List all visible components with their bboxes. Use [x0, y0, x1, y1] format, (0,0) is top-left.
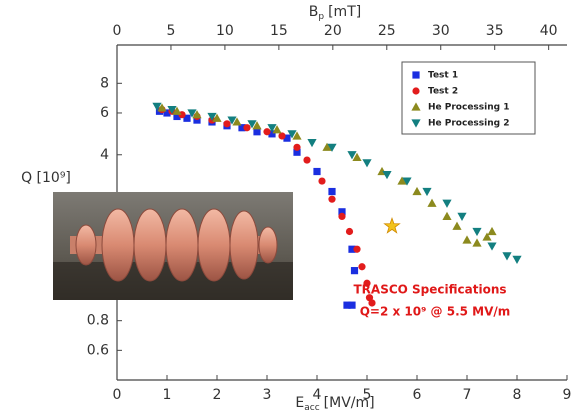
data-point: [351, 267, 358, 274]
y-axis-label: Q [10⁹]: [21, 170, 71, 186]
data-point: [318, 177, 325, 184]
data-point: [487, 227, 496, 235]
data-point: [348, 302, 355, 309]
data-point: [353, 246, 360, 253]
data-point: [338, 213, 345, 220]
x2-axis-label: Bp [mT]: [309, 4, 361, 22]
data-point: [328, 188, 335, 195]
legend-label: He Processing 2: [428, 119, 509, 129]
data-point: [303, 156, 310, 163]
data-point: [307, 139, 316, 147]
data-point: [362, 159, 371, 167]
x-tick-label: 1: [163, 387, 172, 403]
x2-tick-label: 0: [113, 23, 122, 39]
data-point: [472, 228, 481, 236]
data-point: [243, 124, 250, 131]
legend-marker: [412, 71, 419, 78]
data-point: [452, 222, 461, 230]
x-tick-label: 6: [413, 387, 422, 403]
data-point: [328, 196, 335, 203]
chart: Bp[mT] Eacc[MV/m] Q [10⁹] TRASCO Specifi…: [0, 0, 581, 415]
data-point: [472, 238, 481, 246]
y-tick-label: 0.6: [87, 342, 109, 358]
legend: Test 1 Test 2 He Processing 1 He Processing…: [402, 62, 535, 134]
data-point: [502, 252, 511, 260]
x-tick-label: 8: [513, 387, 522, 403]
data-point: [422, 188, 431, 196]
legend-label: He Processing 1: [428, 103, 509, 113]
legend-marker: [412, 87, 419, 94]
y-tick-label: 6: [100, 105, 109, 121]
legend-label: Test 1: [428, 71, 458, 81]
x-tick-label: 4: [313, 387, 322, 403]
data-point: [278, 132, 285, 139]
data-point: [313, 168, 320, 175]
y-tick-label: 0.8: [87, 313, 109, 329]
x2-tick-label: 40: [540, 23, 558, 39]
x2-label-main: B: [309, 4, 319, 20]
legend-label: Test 2: [428, 87, 458, 97]
x2-tick-label: 15: [270, 23, 288, 39]
cavity-cells: [76, 209, 277, 281]
data-point: [412, 187, 421, 195]
cavity-photo: [53, 192, 293, 300]
data-point: [487, 242, 496, 250]
data-point: [358, 263, 365, 270]
x2-label-unit: [mT]: [328, 4, 361, 20]
x-tick-label: 2: [213, 387, 222, 403]
x2-tick-label: 10: [216, 23, 234, 39]
x-tick-label: 0: [113, 387, 122, 403]
annotation: TRASCO Specifications: [353, 283, 506, 297]
annotation: Q=2 x 10⁹ @ 5.5 MV/m: [360, 305, 511, 319]
x2-tick-label: 25: [378, 23, 396, 39]
data-point: [263, 128, 270, 135]
y-tick-label: 8: [100, 75, 109, 91]
x-label-sub: acc: [304, 403, 319, 413]
x-tick-label: 7: [463, 387, 472, 403]
data-point: [442, 212, 451, 220]
x2-tick-label: 30: [432, 23, 450, 39]
y-tick-label: 4: [100, 147, 109, 163]
x2-tick-label: 5: [166, 23, 175, 39]
data-point: [346, 228, 353, 235]
data-point: [512, 256, 521, 264]
data-point: [462, 235, 471, 243]
x-tick-label: 9: [563, 387, 572, 403]
x-tick-label: 5: [363, 387, 372, 403]
data-point: [223, 120, 230, 127]
data-point: [293, 144, 300, 151]
data-point: [457, 213, 466, 221]
x-tick-label: 3: [263, 387, 272, 403]
x2-label-sub: p: [318, 12, 324, 22]
spec-star: [384, 218, 399, 233]
x2-tick-label: 20: [324, 23, 342, 39]
x-label-main: E: [295, 395, 304, 411]
data-point: [442, 200, 451, 208]
x2-tick-label: 35: [486, 23, 504, 39]
data-point: [427, 199, 436, 207]
